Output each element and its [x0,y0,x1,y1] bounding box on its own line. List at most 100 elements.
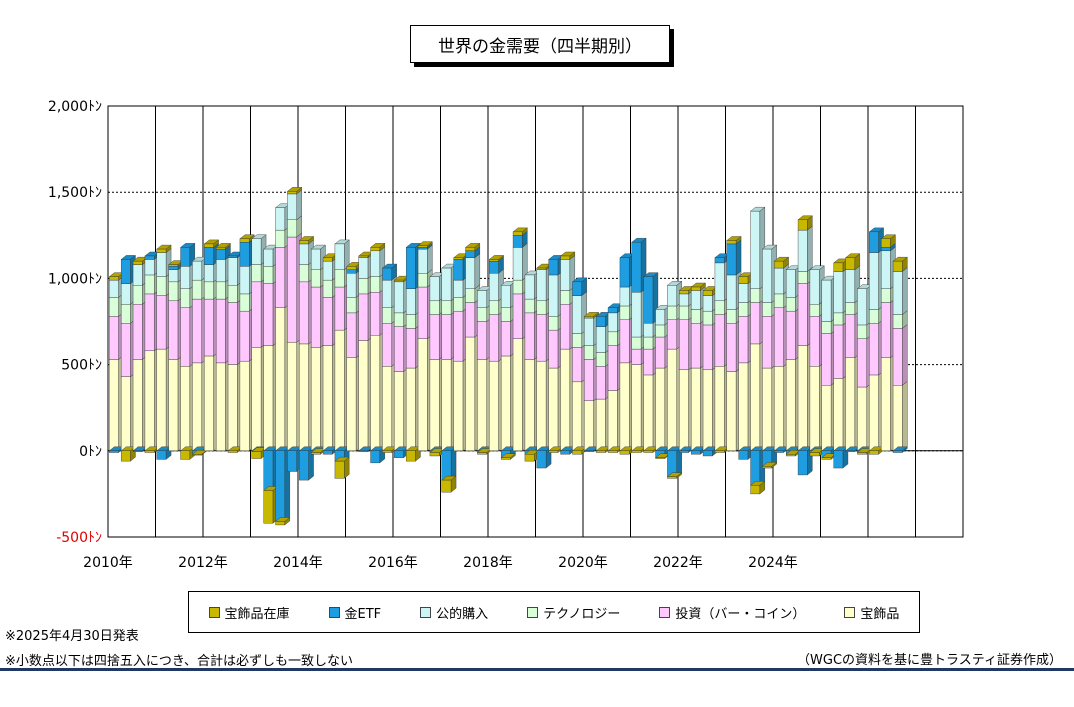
bar-front [524,359,535,452]
bar-segment [215,242,232,250]
bar-front [560,450,571,455]
bar-front [453,257,464,260]
bar-front [132,260,143,265]
bar-front [180,366,191,452]
bar-front [382,307,392,324]
bar-front [619,305,630,320]
bar-front [322,279,333,298]
bar-front [869,252,879,310]
bar-front [109,316,119,360]
bar-front [857,386,867,451]
bar-front [358,278,369,295]
bar-front [750,450,761,486]
bar-front [572,450,582,455]
bar-front [477,307,487,322]
legend-label: 公的購入 [436,606,489,622]
bar-front [275,229,286,248]
bar-front [417,273,428,288]
bar-front [322,257,333,262]
y-tick-label: 1,500ﾄﾝ [48,185,102,201]
bar-front [845,302,856,315]
bar-front [263,450,274,491]
x-tick-label: 2020年 [558,555,608,571]
bar-front [429,452,440,457]
bar-front [334,460,345,479]
bar-front [227,285,238,303]
bar-front [394,326,404,372]
bar-front [690,309,701,324]
bar-front [144,450,155,453]
bar-front [489,259,499,262]
bar-front [405,247,416,289]
x-tick-label: 2012年 [178,555,228,571]
bar-front [109,279,119,298]
bar-front [251,451,262,459]
bar-front [358,340,369,451]
bar-front [892,450,903,453]
bar-front [797,219,808,231]
bar-front [857,324,867,339]
bar-front [120,323,131,377]
bar-front [607,331,618,346]
bar-front [120,376,131,452]
bar-front [394,450,404,458]
bar-front [595,450,606,453]
bar-front [869,309,879,324]
bar-front [453,279,464,298]
bar-segment [761,461,778,469]
bar-front [797,229,808,272]
bar-front [726,309,737,324]
bar-front [239,266,250,295]
bar-front [109,359,119,452]
bar-front [726,371,737,452]
bar-front [619,319,630,364]
bar-front [180,266,191,289]
bar-front [880,357,891,452]
x-tick-label: 2010年 [83,555,133,571]
bar-segment [583,311,600,319]
bar-side [296,189,302,221]
bar-front [500,321,511,357]
bar-front [607,312,618,333]
bar-front [584,316,594,319]
bar-front [168,359,179,452]
bar-front [489,360,499,452]
bar-front [785,454,796,457]
bar-front [263,490,274,524]
bar-front [287,191,297,195]
bar-segment [892,267,908,316]
bar-segment [571,277,588,297]
bar-front [679,450,689,453]
bar-front [845,357,856,452]
bar-front [880,288,891,303]
bar-front [809,366,820,452]
bar-front [750,302,761,345]
bar-segment [690,282,707,291]
bar-front [809,304,820,317]
bar-front [785,310,796,360]
bar-front [702,295,713,312]
bar-front [667,305,677,320]
bar-front [370,250,381,277]
bar-front [215,362,226,452]
bar-front [619,257,630,288]
bar-front [845,269,856,303]
bar-front [560,259,571,291]
bar-front [156,348,167,452]
bar-front [548,329,559,369]
bar-front [762,302,772,317]
bar-front [892,328,903,386]
y-tick-label: 0ﾄﾝ [79,444,102,460]
y-tick-label: 500ﾄﾝ [61,358,102,374]
bar-front [595,326,606,353]
bar-front [869,231,879,253]
bar-front [690,290,701,310]
x-tick-label: 2018年 [463,555,513,571]
bar-segment [666,472,683,479]
bar-front [429,276,440,302]
bar-front [465,336,476,451]
bar-front [762,367,772,452]
bar-front [536,269,547,302]
bar-front [251,347,262,451]
bar-segment [334,456,350,479]
